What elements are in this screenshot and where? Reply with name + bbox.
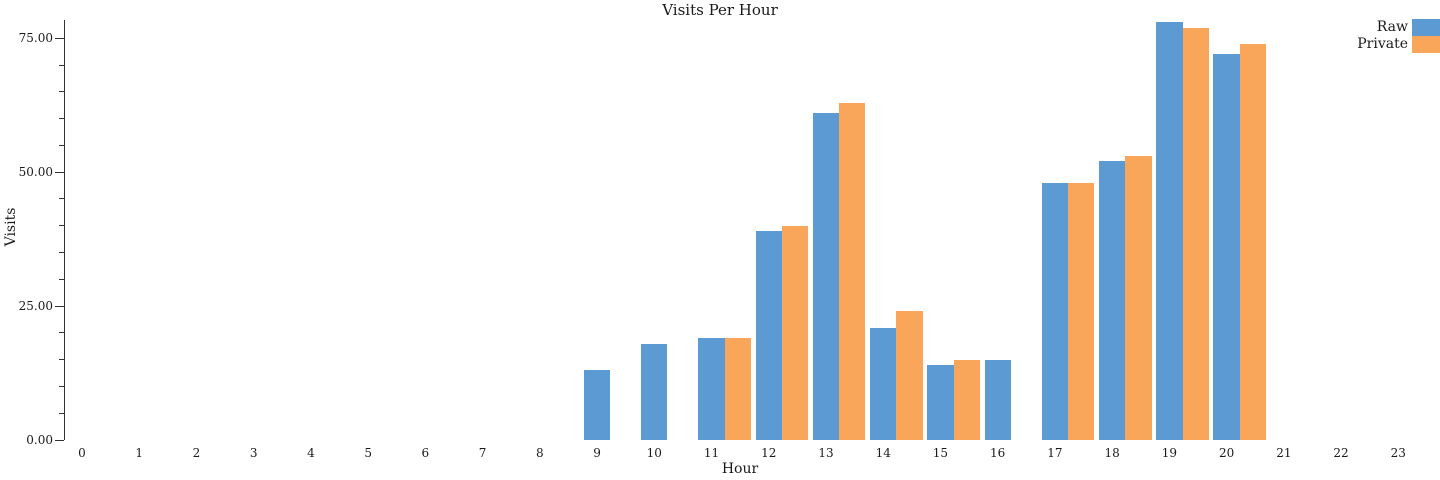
y-tick-minor [59,252,64,254]
x-tick-label: 5 [364,446,372,460]
x-tick-label: 14 [875,446,891,460]
bar-private-hour-11 [724,338,751,440]
bar-raw-hour-16 [984,359,1011,440]
y-tick-minor [59,385,64,387]
y-tick-minor [59,359,64,361]
legend-item-private: Private [1357,36,1440,53]
y-tick-minor [59,278,64,280]
bar-private-hour-17 [1068,182,1095,440]
x-tick-label: 12 [761,446,777,460]
x-tick-label: 8 [536,446,544,460]
legend-label-private: Private [1357,36,1408,52]
x-tick-label: 16 [990,446,1006,460]
x-tick-label: 0 [78,446,86,460]
bar-raw-hour-11 [698,338,725,440]
legend: Raw Private [1357,19,1440,53]
bar-raw-hour-15 [927,365,954,440]
x-axis-label: Hour [721,461,759,477]
bar-raw-hour-17 [1041,182,1069,440]
y-tick-major [55,37,64,39]
legend-swatch-private-icon [1412,36,1440,53]
y-tick-minor [59,332,64,334]
bar-private-hour-15 [953,359,980,440]
y-tick-label: 25.00 [18,299,53,314]
x-tick-label: 3 [249,446,258,460]
x-tick-label: 10 [646,446,662,460]
bar-raw-hour-9 [583,370,611,440]
y-tick-label: 0.00 [26,433,53,447]
bar-raw-hour-12 [755,231,782,440]
x-tick-label: 15 [932,446,949,460]
x-tick-label: 7 [478,446,487,460]
x-tick-label: 13 [818,446,834,460]
chart-title: Visits Per Hour [662,1,778,19]
bar-private-hour-18 [1125,156,1152,440]
bar-raw-hour-20 [1213,54,1240,440]
legend-swatch-raw-icon [1412,19,1440,36]
y-tick-label: 75.00 [18,31,53,46]
y-tick-major [55,439,64,441]
y-axis-label: Visits [3,207,19,247]
bar-private-hour-13 [839,102,866,440]
y-tick-minor [59,198,64,200]
bar-raw-hour-10 [641,343,668,440]
bar-private-hour-19 [1182,27,1209,440]
y-tick-minor [59,412,64,414]
legend-item-raw: Raw [1357,19,1440,36]
bar-private-hour-14 [896,311,923,440]
x-tick-label: 23 [1390,446,1406,460]
x-tick-label: 4 [307,446,315,460]
x-tick-label: 2 [192,446,201,460]
x-tick-label: 20 [1218,446,1235,460]
y-tick-major [55,171,64,173]
x-tick-label: 19 [1161,446,1177,460]
x-tick-label: 18 [1104,446,1120,460]
x-tick-label: 22 [1333,446,1349,460]
y-tick-major [55,305,64,307]
y-tick-minor [59,144,64,146]
y-axis-spine [64,20,65,440]
y-tick-minor [59,64,64,66]
y-tick-minor [59,118,64,120]
legend-label-raw: Raw [1376,19,1408,35]
bar-private-hour-20 [1239,43,1267,440]
x-tick-label: 21 [1276,446,1292,460]
x-tick-label: 9 [593,446,601,460]
x-tick-label: 1 [135,446,144,460]
bar-raw-hour-13 [812,113,840,440]
bar-raw-hour-19 [1156,22,1183,440]
x-tick-label: 11 [703,446,720,460]
bar-private-hour-12 [781,225,809,440]
bar-raw-hour-14 [870,327,897,440]
y-tick-minor [59,91,64,93]
x-tick-label: 6 [421,446,430,460]
y-tick-minor [59,225,64,227]
bar-raw-hour-18 [1098,161,1126,440]
x-tick-label: 17 [1047,446,1063,460]
y-tick-label: 50.00 [18,165,53,180]
